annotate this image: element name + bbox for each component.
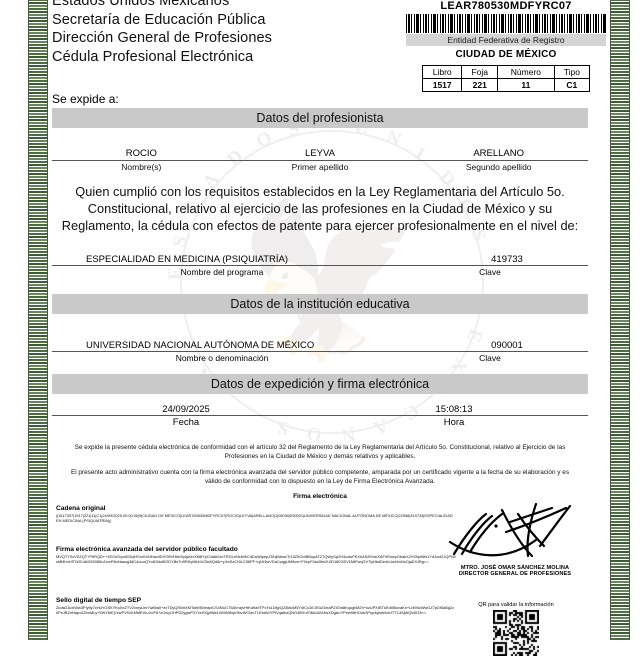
qr-code-icon[interactable]	[493, 610, 539, 656]
issue-date: 24/09/2025	[162, 404, 210, 415]
sello-digital-block: Sello digital de tiempo SEP ZcdsD3cxIWw3…	[56, 597, 456, 615]
issue-date-caption: Fecha	[172, 417, 200, 428]
val-numero: 11	[497, 78, 555, 92]
issuance-paragraph-2: El presente acto administrativo cuenta c…	[70, 469, 570, 485]
col-numero: Número	[497, 65, 555, 79]
section-header-professional: Datos del profesionista	[52, 108, 588, 128]
legal-statement: Quien cumplió con los requisitos estable…	[61, 184, 579, 233]
table-row-values: 1517 221 11 C1	[421, 78, 591, 92]
person-names-row: ROCIO Nombre(s) LEYVA Primer apellido AR…	[52, 148, 589, 172]
val-foja: 221	[461, 78, 499, 92]
paternal-surname-value: LEYVA	[230, 148, 410, 161]
handwritten-signature-icon	[448, 502, 572, 558]
firma-avanzada-heading: Firma electrónica avanzada del servidor …	[56, 546, 238, 553]
institution-clave: 090001	[491, 340, 523, 351]
header-line-1: Secretaría de Educación Pública	[52, 11, 266, 28]
qr-caption: QR para validar la información	[478, 602, 554, 608]
qr-block: QR para validar la información	[426, 602, 606, 656]
program-clave: 419733	[491, 254, 523, 265]
cadena-original-block: Cadena original ||1517397|1517|221|11|C1…	[56, 505, 456, 523]
first-name-value: ROCIO	[52, 148, 231, 161]
entidad-value: CIUDAD DE MÉXICO	[455, 49, 557, 60]
issuance-paragraph-1: Se expide la presente cédula electrónica…	[74, 444, 566, 460]
header-line-3: Cédula Profesional Electrónica	[52, 48, 254, 65]
section-header-institution: Datos de la institución educativa	[52, 294, 588, 314]
maternal-surname-caption: Segundo apellido	[465, 162, 532, 172]
cadena-original-value: ||1517397|1517|221|11|C1|24/09/2025 00:0…	[56, 513, 453, 524]
document-header: Estados Unidos Mexicanos Secretaría de E…	[52, 0, 272, 66]
col-libro: Libro	[421, 65, 463, 79]
program-clave-caption: Clave	[479, 267, 501, 277]
sello-digital-heading: Sello digital de tiempo SEP	[56, 597, 142, 604]
table-row-headers: Libro Foja Número Tipo	[421, 65, 591, 79]
signatory-role: DIRECTOR GENERAL DE PROFESIONES	[458, 571, 572, 577]
firma-avanzada-block: Firma electrónica avanzada del servidor …	[56, 546, 456, 564]
registration-block: Clave Única de Registro de Población LEA…	[406, 0, 606, 92]
institution-name: UNIVERSIDAD NACIONAL AUTÓNOMA DE MÉXICO	[86, 340, 315, 351]
val-tipo: C1	[553, 78, 591, 92]
decorative-border-right	[610, 0, 630, 640]
sello-digital-value: ZcdsD3cxIWw3PIy9y7cHuYGSKYKsXeZTV2xmyUnr…	[56, 605, 455, 616]
maternal-surname-value: ARELLANO	[409, 148, 589, 161]
issue-to-label: Se expide a:	[52, 92, 119, 106]
decorative-border-left	[28, 0, 48, 640]
curp-value: LEAR780530MDFYRC07	[440, 0, 572, 12]
program-name: ESPECIALIDAD EN MEDICINA (PSIQUIATRÍA)	[86, 254, 289, 265]
section-header-issuance: Datos de expedición y firma electrónica	[52, 374, 588, 394]
signature-block: MTRO. JOSÉ OMAR SÁNCHEZ MOLINA DIRECTOR …	[430, 496, 600, 577]
program-name-caption: Nombre del programa	[180, 267, 264, 277]
paternal-surname-cell: LEYVA Primer apellido	[230, 148, 410, 172]
issue-time: 15:08:13	[435, 404, 473, 415]
firma-avanzada-value: MVQTYZxVSZQT+PtIRQD++1EOxSryolEDiqHSrcKl…	[56, 554, 456, 565]
institution-row: UNIVERSIDAD NACIONAL AUTÓNOMA DE MÉXICO …	[52, 340, 588, 363]
header-line-0: Estados Unidos Mexicanos	[52, 0, 230, 9]
program-row: ESPECIALIDAD EN MEDICINA (PSIQUIATRÍA) 4…	[52, 254, 588, 277]
maternal-surname-cell: ARELLANO Segundo apellido	[409, 148, 589, 172]
date-time-row: 24/09/2025 15:08:13 Fecha Hora	[52, 404, 588, 428]
entidad-label: Entidad Federativa de Registro	[406, 34, 606, 46]
header-line-2: Dirección General de Profesiones	[52, 30, 273, 46]
paternal-surname-caption: Primer apellido	[291, 162, 349, 172]
registration-table: Libro Foja Número Tipo 1517 221 11 C1	[421, 65, 591, 92]
col-foja: Foja	[461, 65, 499, 79]
cadena-original-heading: Cadena original	[56, 505, 106, 512]
institution-clave-caption: Clave	[479, 353, 501, 363]
issue-time-caption: Hora	[443, 417, 465, 428]
val-libro: 1517	[421, 78, 463, 92]
signatory-name: MTRO. JOSÉ OMAR SÁNCHEZ MOLINA	[460, 565, 570, 571]
institution-name-caption: Nombre o denominación	[175, 353, 269, 363]
first-name-cell: ROCIO Nombre(s)	[52, 148, 231, 172]
col-tipo: Tipo	[553, 65, 591, 79]
firma-electronica-heading: Firma electrónica	[293, 493, 347, 500]
barcode-icon	[406, 14, 606, 33]
first-name-caption: Nombre(s)	[121, 162, 162, 172]
